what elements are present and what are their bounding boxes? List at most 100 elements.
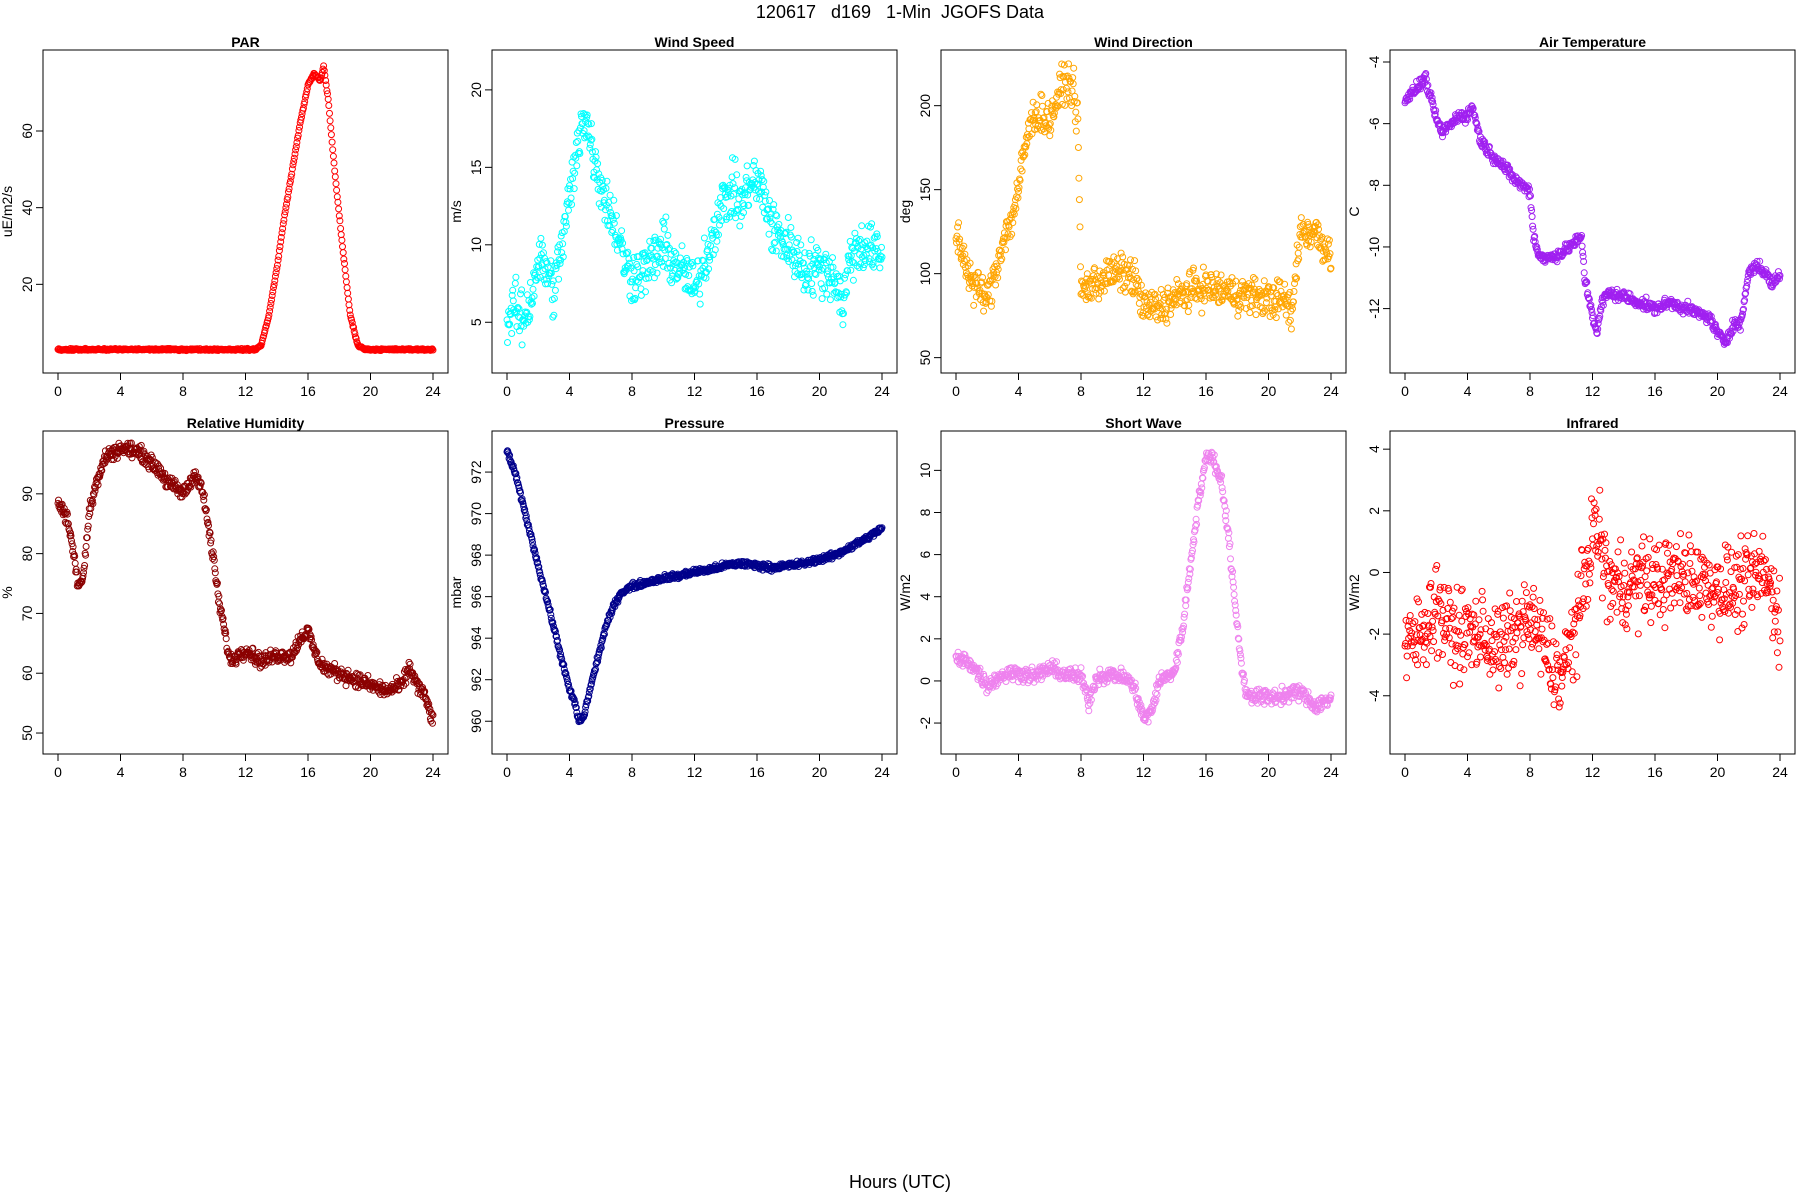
data-point [568, 201, 576, 208]
data-point [297, 116, 305, 124]
data-point [348, 319, 356, 327]
panel-title: Short Wave [1105, 415, 1182, 431]
data-point [731, 155, 739, 163]
x-tick-label: 8 [1077, 383, 1085, 399]
data-point [784, 214, 792, 221]
y-tick-label: 10 [917, 462, 933, 478]
data-point [270, 281, 278, 289]
x-tick-label: 16 [749, 764, 765, 780]
data-point [429, 346, 437, 354]
data-point [1234, 312, 1242, 320]
data-point [1219, 488, 1227, 496]
x-tick-label: 16 [1198, 764, 1214, 780]
data-point [755, 188, 763, 196]
data-point [829, 254, 836, 262]
data-point [548, 280, 556, 288]
data-point [322, 77, 330, 84]
data-point [660, 225, 668, 233]
data-point [82, 543, 90, 550]
data-point [275, 247, 283, 255]
data-point [294, 132, 302, 139]
y-tick-label: 972 [468, 460, 484, 484]
data-point [279, 220, 287, 228]
data-point [687, 260, 695, 268]
data-point [693, 276, 701, 284]
data-point [696, 290, 704, 298]
data-point [707, 242, 715, 250]
data-point [543, 275, 551, 283]
y-tick-label: 50 [19, 725, 35, 741]
data-point [1578, 242, 1586, 250]
data-point [656, 255, 664, 263]
data-point [515, 305, 523, 313]
data-point [691, 287, 699, 295]
x-tick-label: 16 [300, 383, 316, 399]
data-point [337, 231, 345, 239]
data-point [559, 240, 567, 248]
y-tick-label: 5 [468, 318, 484, 326]
data-point [676, 254, 684, 262]
data-point [606, 191, 614, 199]
data-point [537, 234, 545, 242]
data-point [821, 284, 829, 292]
data-point [1183, 295, 1191, 303]
data-point [765, 230, 773, 238]
data-point [624, 248, 632, 256]
data-point [750, 157, 758, 165]
data-point [322, 81, 330, 89]
data-point [342, 272, 350, 280]
y-tick-label: 80 [19, 546, 35, 562]
data-point [605, 204, 613, 212]
data-point [1075, 196, 1083, 204]
data-point [285, 188, 292, 196]
data-point [655, 259, 663, 266]
data-point [335, 205, 343, 213]
data-point [576, 150, 584, 157]
data-point [738, 191, 746, 199]
data-point [323, 87, 331, 95]
data-point [1163, 319, 1171, 327]
data-point [1072, 108, 1080, 116]
y-tick-label: 200 [917, 94, 933, 118]
y-tick-label: 10 [468, 237, 484, 253]
x-tick-label: 12 [1585, 383, 1601, 399]
data-point [1100, 287, 1108, 295]
data-point [755, 176, 763, 184]
y-tick-label: 70 [19, 605, 35, 621]
data-point [276, 243, 284, 251]
data-point [285, 185, 293, 193]
data-point [1182, 602, 1190, 610]
y-tick-label: 964 [468, 626, 484, 650]
data-point [533, 273, 541, 281]
data-point [566, 185, 574, 193]
data-point [1110, 253, 1118, 261]
data-point [1252, 311, 1260, 319]
y-axis-label: deg [897, 200, 913, 223]
data-point [720, 205, 728, 213]
data-point [588, 148, 596, 156]
data-point [1287, 325, 1295, 333]
data-point [346, 306, 354, 314]
data-point [266, 307, 274, 315]
data-point [275, 252, 283, 260]
y-tick-label: -6 [1366, 117, 1382, 130]
data-point [632, 284, 640, 292]
data-point [1246, 309, 1254, 317]
data-point [261, 326, 269, 334]
data-point [258, 336, 266, 344]
x-tick-label: 4 [566, 764, 574, 780]
data-point [646, 237, 654, 245]
data-point [1131, 257, 1139, 265]
data-point [343, 284, 351, 292]
x-tick-label: 24 [874, 383, 890, 399]
y-tick-label: 2 [917, 635, 933, 643]
data-point [292, 146, 300, 154]
plot-frame [940, 49, 1347, 374]
data-point [516, 327, 523, 335]
y-tick-label: -10 [1366, 237, 1382, 257]
data-point [330, 159, 338, 167]
